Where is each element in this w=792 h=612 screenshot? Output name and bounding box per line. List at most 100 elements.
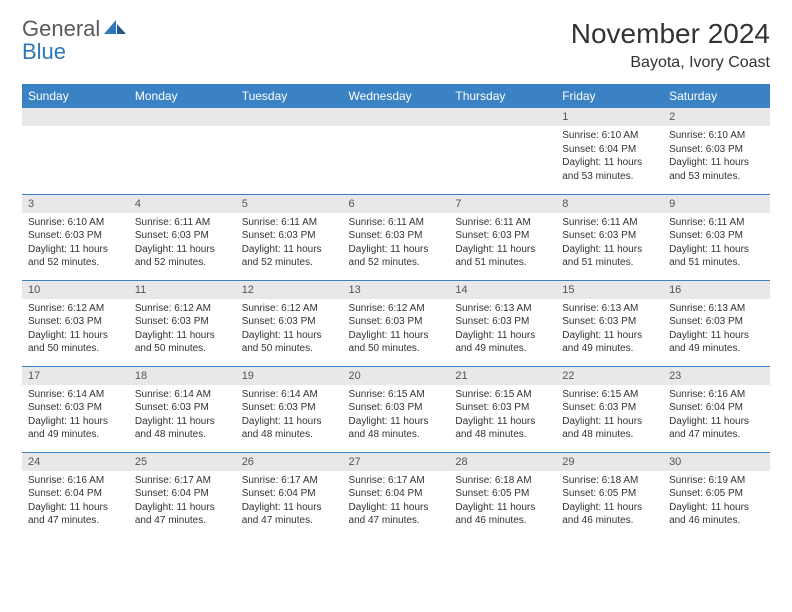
day-content: Sunrise: 6:11 AMSunset: 6:03 PMDaylight:… <box>556 213 663 276</box>
calendar-day-cell: 22Sunrise: 6:15 AMSunset: 6:03 PMDayligh… <box>556 366 663 452</box>
day-content: Sunrise: 6:18 AMSunset: 6:05 PMDaylight:… <box>556 471 663 534</box>
day-content: Sunrise: 6:15 AMSunset: 6:03 PMDaylight:… <box>343 385 450 448</box>
day-number: 10 <box>22 281 129 299</box>
day-content: Sunrise: 6:12 AMSunset: 6:03 PMDaylight:… <box>22 299 129 362</box>
day-header: Sunday <box>22 84 129 108</box>
day-header: Friday <box>556 84 663 108</box>
calendar-week-row: 17Sunrise: 6:14 AMSunset: 6:03 PMDayligh… <box>22 366 770 452</box>
day-content: Sunrise: 6:11 AMSunset: 6:03 PMDaylight:… <box>129 213 236 276</box>
calendar-day-cell: 10Sunrise: 6:12 AMSunset: 6:03 PMDayligh… <box>22 280 129 366</box>
day-number: 2 <box>663 108 770 126</box>
day-number: 12 <box>236 281 343 299</box>
day-number: 4 <box>129 195 236 213</box>
day-content: Sunrise: 6:17 AMSunset: 6:04 PMDaylight:… <box>343 471 450 534</box>
day-content: Sunrise: 6:19 AMSunset: 6:05 PMDaylight:… <box>663 471 770 534</box>
day-number: 5 <box>236 195 343 213</box>
calendar-head: SundayMondayTuesdayWednesdayThursdayFrid… <box>22 84 770 108</box>
calendar-day-cell <box>343 108 450 194</box>
calendar-day-cell: 12Sunrise: 6:12 AMSunset: 6:03 PMDayligh… <box>236 280 343 366</box>
day-number-empty <box>236 108 343 126</box>
day-number: 7 <box>449 195 556 213</box>
day-content: Sunrise: 6:13 AMSunset: 6:03 PMDaylight:… <box>556 299 663 362</box>
calendar-day-cell: 16Sunrise: 6:13 AMSunset: 6:03 PMDayligh… <box>663 280 770 366</box>
day-content: Sunrise: 6:16 AMSunset: 6:04 PMDaylight:… <box>663 385 770 448</box>
page-header: General Blue November 2024 Bayota, Ivory… <box>22 18 770 72</box>
calendar-day-cell: 14Sunrise: 6:13 AMSunset: 6:03 PMDayligh… <box>449 280 556 366</box>
day-number: 23 <box>663 367 770 385</box>
day-content: Sunrise: 6:17 AMSunset: 6:04 PMDaylight:… <box>236 471 343 534</box>
calendar-day-cell: 26Sunrise: 6:17 AMSunset: 6:04 PMDayligh… <box>236 452 343 538</box>
day-content: Sunrise: 6:11 AMSunset: 6:03 PMDaylight:… <box>663 213 770 276</box>
day-content: Sunrise: 6:10 AMSunset: 6:03 PMDaylight:… <box>22 213 129 276</box>
day-number: 19 <box>236 367 343 385</box>
day-header: Wednesday <box>343 84 450 108</box>
calendar-day-cell: 21Sunrise: 6:15 AMSunset: 6:03 PMDayligh… <box>449 366 556 452</box>
day-number-empty <box>343 108 450 126</box>
day-header: Saturday <box>663 84 770 108</box>
calendar-day-cell: 23Sunrise: 6:16 AMSunset: 6:04 PMDayligh… <box>663 366 770 452</box>
day-number: 24 <box>22 453 129 471</box>
calendar-day-cell: 30Sunrise: 6:19 AMSunset: 6:05 PMDayligh… <box>663 452 770 538</box>
day-content: Sunrise: 6:11 AMSunset: 6:03 PMDaylight:… <box>449 213 556 276</box>
calendar-week-row: 3Sunrise: 6:10 AMSunset: 6:03 PMDaylight… <box>22 194 770 280</box>
calendar-day-cell <box>449 108 556 194</box>
calendar-body: 1Sunrise: 6:10 AMSunset: 6:04 PMDaylight… <box>22 108 770 538</box>
day-number: 14 <box>449 281 556 299</box>
calendar-day-cell: 19Sunrise: 6:14 AMSunset: 6:03 PMDayligh… <box>236 366 343 452</box>
logo-sail-icon <box>104 20 126 41</box>
calendar-day-cell: 20Sunrise: 6:15 AMSunset: 6:03 PMDayligh… <box>343 366 450 452</box>
day-number: 1 <box>556 108 663 126</box>
day-number: 8 <box>556 195 663 213</box>
day-content: Sunrise: 6:16 AMSunset: 6:04 PMDaylight:… <box>22 471 129 534</box>
calendar-day-cell: 4Sunrise: 6:11 AMSunset: 6:03 PMDaylight… <box>129 194 236 280</box>
calendar-day-cell: 1Sunrise: 6:10 AMSunset: 6:04 PMDaylight… <box>556 108 663 194</box>
day-number: 11 <box>129 281 236 299</box>
calendar-table: SundayMondayTuesdayWednesdayThursdayFrid… <box>22 84 770 538</box>
day-number: 6 <box>343 195 450 213</box>
day-number: 29 <box>556 453 663 471</box>
day-number: 20 <box>343 367 450 385</box>
calendar-day-cell: 11Sunrise: 6:12 AMSunset: 6:03 PMDayligh… <box>129 280 236 366</box>
day-content: Sunrise: 6:15 AMSunset: 6:03 PMDaylight:… <box>449 385 556 448</box>
calendar-day-cell: 6Sunrise: 6:11 AMSunset: 6:03 PMDaylight… <box>343 194 450 280</box>
day-number-empty <box>129 108 236 126</box>
day-number: 25 <box>129 453 236 471</box>
day-content: Sunrise: 6:17 AMSunset: 6:04 PMDaylight:… <box>129 471 236 534</box>
day-content: Sunrise: 6:10 AMSunset: 6:03 PMDaylight:… <box>663 126 770 189</box>
day-number: 30 <box>663 453 770 471</box>
title-block: November 2024 Bayota, Ivory Coast <box>571 18 770 72</box>
day-content: Sunrise: 6:12 AMSunset: 6:03 PMDaylight:… <box>236 299 343 362</box>
month-title: November 2024 <box>571 18 770 50</box>
day-number: 27 <box>343 453 450 471</box>
day-number: 18 <box>129 367 236 385</box>
calendar-week-row: 24Sunrise: 6:16 AMSunset: 6:04 PMDayligh… <box>22 452 770 538</box>
calendar-page: General Blue November 2024 Bayota, Ivory… <box>0 0 792 556</box>
day-content: Sunrise: 6:14 AMSunset: 6:03 PMDaylight:… <box>236 385 343 448</box>
calendar-day-cell <box>236 108 343 194</box>
day-content: Sunrise: 6:14 AMSunset: 6:03 PMDaylight:… <box>129 385 236 448</box>
calendar-day-cell: 13Sunrise: 6:12 AMSunset: 6:03 PMDayligh… <box>343 280 450 366</box>
day-content: Sunrise: 6:15 AMSunset: 6:03 PMDaylight:… <box>556 385 663 448</box>
day-content: Sunrise: 6:18 AMSunset: 6:05 PMDaylight:… <box>449 471 556 534</box>
day-header: Tuesday <box>236 84 343 108</box>
calendar-day-cell <box>22 108 129 194</box>
day-content: Sunrise: 6:12 AMSunset: 6:03 PMDaylight:… <box>129 299 236 362</box>
logo: General Blue <box>22 18 126 64</box>
calendar-day-cell: 17Sunrise: 6:14 AMSunset: 6:03 PMDayligh… <box>22 366 129 452</box>
day-content: Sunrise: 6:10 AMSunset: 6:04 PMDaylight:… <box>556 126 663 189</box>
calendar-week-row: 1Sunrise: 6:10 AMSunset: 6:04 PMDaylight… <box>22 108 770 194</box>
calendar-day-cell: 5Sunrise: 6:11 AMSunset: 6:03 PMDaylight… <box>236 194 343 280</box>
day-number: 21 <box>449 367 556 385</box>
calendar-week-row: 10Sunrise: 6:12 AMSunset: 6:03 PMDayligh… <box>22 280 770 366</box>
day-number: 17 <box>22 367 129 385</box>
day-number-empty <box>449 108 556 126</box>
day-number: 16 <box>663 281 770 299</box>
location-text: Bayota, Ivory Coast <box>571 54 770 72</box>
calendar-day-cell: 27Sunrise: 6:17 AMSunset: 6:04 PMDayligh… <box>343 452 450 538</box>
calendar-day-cell: 7Sunrise: 6:11 AMSunset: 6:03 PMDaylight… <box>449 194 556 280</box>
calendar-day-cell: 3Sunrise: 6:10 AMSunset: 6:03 PMDaylight… <box>22 194 129 280</box>
day-content: Sunrise: 6:13 AMSunset: 6:03 PMDaylight:… <box>663 299 770 362</box>
calendar-day-cell: 18Sunrise: 6:14 AMSunset: 6:03 PMDayligh… <box>129 366 236 452</box>
calendar-day-cell: 9Sunrise: 6:11 AMSunset: 6:03 PMDaylight… <box>663 194 770 280</box>
calendar-day-cell: 24Sunrise: 6:16 AMSunset: 6:04 PMDayligh… <box>22 452 129 538</box>
